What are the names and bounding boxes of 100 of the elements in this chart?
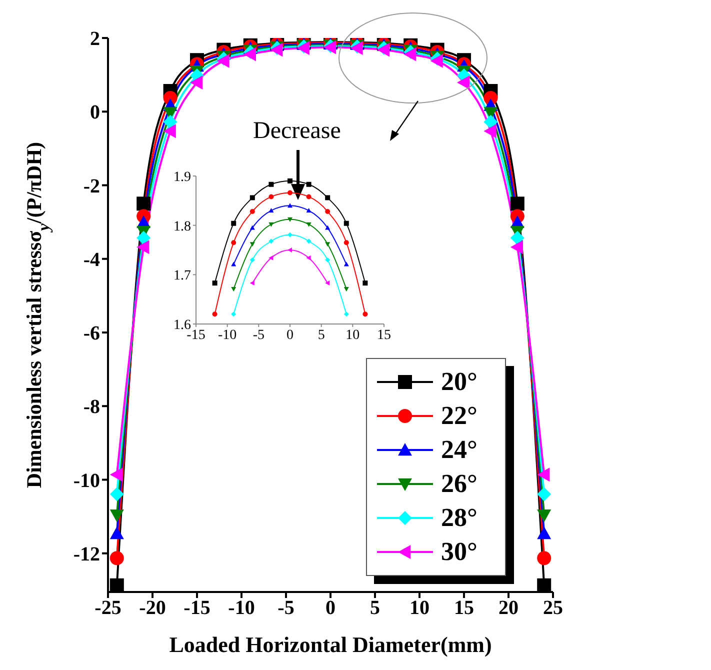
- y-tick-label: 1.8: [174, 219, 191, 234]
- x-tick-label: 10: [346, 328, 360, 343]
- x-tick-label: -10: [218, 328, 237, 343]
- point: [110, 509, 124, 522]
- point: [325, 257, 330, 262]
- point: [243, 47, 256, 62]
- point: [288, 232, 292, 238]
- point: [250, 195, 255, 200]
- point: [250, 257, 255, 262]
- legend-label: 22°: [441, 401, 478, 431]
- point: [537, 487, 552, 502]
- point: [344, 262, 349, 266]
- point: [484, 124, 496, 138]
- point: [231, 240, 236, 246]
- x-tick-label: -20: [139, 597, 166, 620]
- point: [212, 312, 218, 317]
- point: [136, 230, 151, 245]
- point: [110, 578, 124, 592]
- point: [163, 124, 176, 138]
- point: [110, 468, 122, 482]
- x-tick-label: -5: [278, 597, 294, 620]
- x-tick-label: 20: [498, 597, 518, 620]
- annotation: Decrease: [253, 118, 341, 145]
- point: [537, 578, 552, 592]
- y-tick-label: -8: [83, 396, 100, 418]
- point: [250, 225, 255, 230]
- point: [231, 286, 236, 292]
- point: [136, 240, 150, 254]
- point: [268, 194, 274, 200]
- x-tick-label: -5: [252, 328, 265, 343]
- point: [288, 190, 292, 196]
- y-tick-label: 1.9: [174, 170, 191, 185]
- point: [325, 195, 330, 200]
- y-tick-label: 0: [90, 102, 100, 124]
- x-tick-label: -10: [228, 597, 255, 620]
- point: [344, 240, 349, 246]
- x-tick-label: 5: [370, 597, 380, 620]
- y-tick-label: -4: [83, 248, 100, 271]
- point: [325, 280, 330, 286]
- point: [306, 238, 312, 244]
- point: [362, 312, 368, 317]
- x-tick-label: -15: [184, 597, 210, 620]
- point: [344, 312, 349, 317]
- y-tick-label: -10: [73, 470, 100, 492]
- y-tick-label: 2: [90, 28, 100, 50]
- point: [163, 114, 178, 129]
- point: [306, 182, 312, 187]
- point: [537, 509, 552, 522]
- point: [344, 286, 349, 292]
- x-tick-label: 15: [377, 328, 391, 343]
- point: [306, 222, 312, 227]
- point: [537, 526, 552, 540]
- point: [510, 230, 524, 245]
- y-tick-label: 1.6: [174, 318, 191, 333]
- point: [231, 220, 236, 226]
- legend-label: 20°: [441, 367, 478, 397]
- point: [250, 280, 254, 286]
- legend-label: 24°: [441, 435, 478, 465]
- point: [306, 255, 311, 260]
- y-tick-label: 1.7: [174, 268, 191, 284]
- point: [110, 551, 124, 566]
- point: [362, 280, 368, 286]
- point: [325, 209, 330, 214]
- point: [457, 76, 470, 90]
- y-tick-label: -6: [83, 322, 100, 345]
- point: [537, 551, 552, 566]
- point: [325, 225, 330, 230]
- x-tick-label: 0: [286, 328, 294, 343]
- point: [190, 76, 203, 90]
- point: [212, 280, 218, 286]
- y-tick-label: -12: [73, 543, 100, 566]
- legend-label: 26°: [441, 469, 478, 499]
- x-tick-label: 25: [543, 597, 563, 620]
- x-tick-label: 5: [318, 328, 325, 343]
- legend-label: 30°: [441, 537, 478, 567]
- y-tick-label: -2: [83, 175, 100, 198]
- x-tick-label: 10: [410, 597, 430, 620]
- point: [231, 312, 236, 317]
- point: [110, 487, 124, 502]
- point: [110, 526, 124, 540]
- point: [250, 209, 255, 214]
- x-tick-label: 15: [454, 597, 474, 620]
- point: [231, 262, 236, 266]
- point: [484, 114, 498, 129]
- point: [404, 47, 416, 62]
- point: [537, 468, 550, 482]
- point: [288, 203, 292, 208]
- point: [510, 240, 523, 254]
- legend-label: 28°: [441, 503, 478, 533]
- x-tick-label: -25: [94, 597, 122, 620]
- point: [250, 242, 255, 247]
- point: [288, 248, 292, 252]
- point: [268, 182, 274, 187]
- point: [306, 208, 312, 213]
- point: [325, 242, 330, 247]
- x-axis-title: Loaded Horizontal Diameter(mm): [169, 632, 492, 657]
- point: [510, 196, 524, 211]
- point: [306, 194, 312, 200]
- point: [288, 178, 292, 184]
- point: [136, 196, 151, 211]
